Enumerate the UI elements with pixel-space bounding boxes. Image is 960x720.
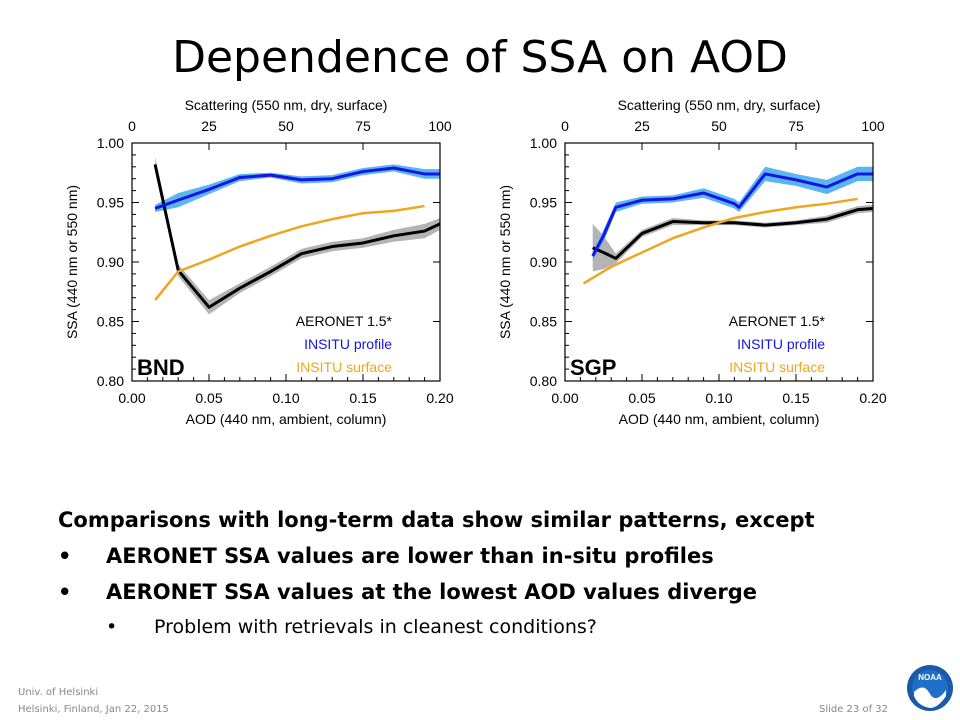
y-tick-label: 0.90 [530, 254, 557, 270]
series-line-1 [591, 172, 873, 257]
y-tick-label: 1.00 [530, 135, 557, 151]
sub-bullet-item: • Problem with retrievals in cleanest co… [58, 616, 815, 638]
y-axis-label: SSA (440 nm or 550 nm) [64, 185, 80, 339]
noaa-logo: NOAA [907, 665, 953, 711]
series-band-1 [592, 166, 873, 261]
series-band-1 [155, 164, 440, 213]
y-tick-label: 0.90 [97, 254, 124, 270]
bullet-text: AERONET SSA values are lower than in-sit… [106, 544, 714, 568]
legend-entry: INSITU profile [304, 336, 392, 352]
lead-text: Comparisons with long-term data show sim… [58, 508, 815, 532]
bullet-marker: • [106, 616, 118, 638]
logo-wave [914, 687, 946, 708]
series-line-0 [153, 164, 441, 309]
footer-location-date: Helsinki, Finland, Jan 22, 2015 [18, 704, 169, 715]
series-line-2 [582, 197, 858, 285]
series-line-1 [154, 166, 440, 210]
x-tick-label: 0.15 [782, 390, 809, 406]
legend-entry: AERONET 1.5* [296, 313, 393, 329]
y-tick-label: 0.85 [97, 314, 124, 330]
x-tick-label: 0.20 [859, 390, 886, 406]
bullet-marker: • [58, 544, 72, 568]
sub-bullet-text: Problem with retrievals in cleanest cond… [154, 616, 597, 638]
chart-bnd: 0.00 0.05 0.10 0.15 0.20 0 25 50 75 100 0.80 0.85 0.… [64, 97, 454, 427]
x-tick-label: 0.20 [426, 390, 453, 406]
footer-affiliation: Univ. of Helsinki [18, 687, 99, 698]
y-axis-label: SSA (440 nm or 550 nm) [497, 185, 513, 339]
top-tick-label: 25 [634, 118, 650, 134]
legend-entry: AERONET 1.5* [729, 313, 826, 329]
logo-text: NOAA [918, 673, 942, 682]
top-tick-label: 0 [128, 118, 136, 134]
y-tick-label: 0.80 [97, 373, 124, 389]
y-tick-label: 0.95 [97, 195, 124, 211]
legend-entry: INSITU surface [296, 359, 392, 375]
top-tick-label: 75 [355, 118, 371, 134]
chart-sgp: 0.00 0.05 0.10 0.15 0.20 0 25 50 75 100 0.80 0.85 0.… [497, 97, 887, 427]
slide-title: Dependence of SSA on AOD [172, 32, 788, 83]
legend-entry: INSITU profile [737, 336, 825, 352]
x-axis-label: AOD (440 nm, ambient, column) [186, 411, 387, 427]
bullet-marker: • [58, 580, 72, 604]
top-tick-label: 25 [201, 118, 217, 134]
x-tick-label: 0.15 [349, 390, 376, 406]
bullet-text: AERONET SSA values at the lowest AOD val… [106, 580, 757, 604]
x-tick-label: 0.00 [118, 390, 145, 406]
top-tick-label: 75 [788, 118, 804, 134]
slide-number: Slide 23 of 32 [818, 704, 888, 715]
x-tick-label: 0.05 [195, 390, 222, 406]
series-band-0 [155, 157, 440, 315]
bullet-item: • AERONET SSA values at the lowest AOD v… [58, 580, 815, 604]
top-tick-label: 0 [561, 118, 569, 134]
series-band-0 [592, 204, 873, 272]
top-tick-label: 50 [711, 118, 727, 134]
top-axis-label: Scattering (550 nm, dry, surface) [618, 97, 821, 113]
legend-entry: INSITU surface [729, 359, 825, 375]
x-tick-label: 0.10 [272, 390, 299, 406]
series-line-2 [154, 204, 425, 301]
y-tick-label: 0.80 [530, 373, 557, 389]
top-tick-label: 100 [428, 118, 452, 134]
x-tick-label: 0.05 [628, 390, 655, 406]
top-axis-label: Scattering (550 nm, dry, surface) [185, 97, 388, 113]
bullet-item: • AERONET SSA values are lower than in-s… [58, 544, 815, 568]
x-tick-label: 0.10 [705, 390, 732, 406]
y-tick-label: 1.00 [97, 135, 124, 151]
site-label: BND [137, 355, 185, 380]
x-axis-label: AOD (440 nm, ambient, column) [619, 411, 820, 427]
site-label: SGP [570, 355, 616, 380]
bullet-list: Comparisons with long-term data show sim… [58, 508, 815, 638]
y-tick-label: 0.85 [530, 314, 557, 330]
y-tick-label: 0.95 [530, 195, 557, 211]
top-tick-label: 100 [861, 118, 885, 134]
x-tick-label: 0.00 [551, 390, 578, 406]
top-tick-label: 50 [278, 118, 294, 134]
